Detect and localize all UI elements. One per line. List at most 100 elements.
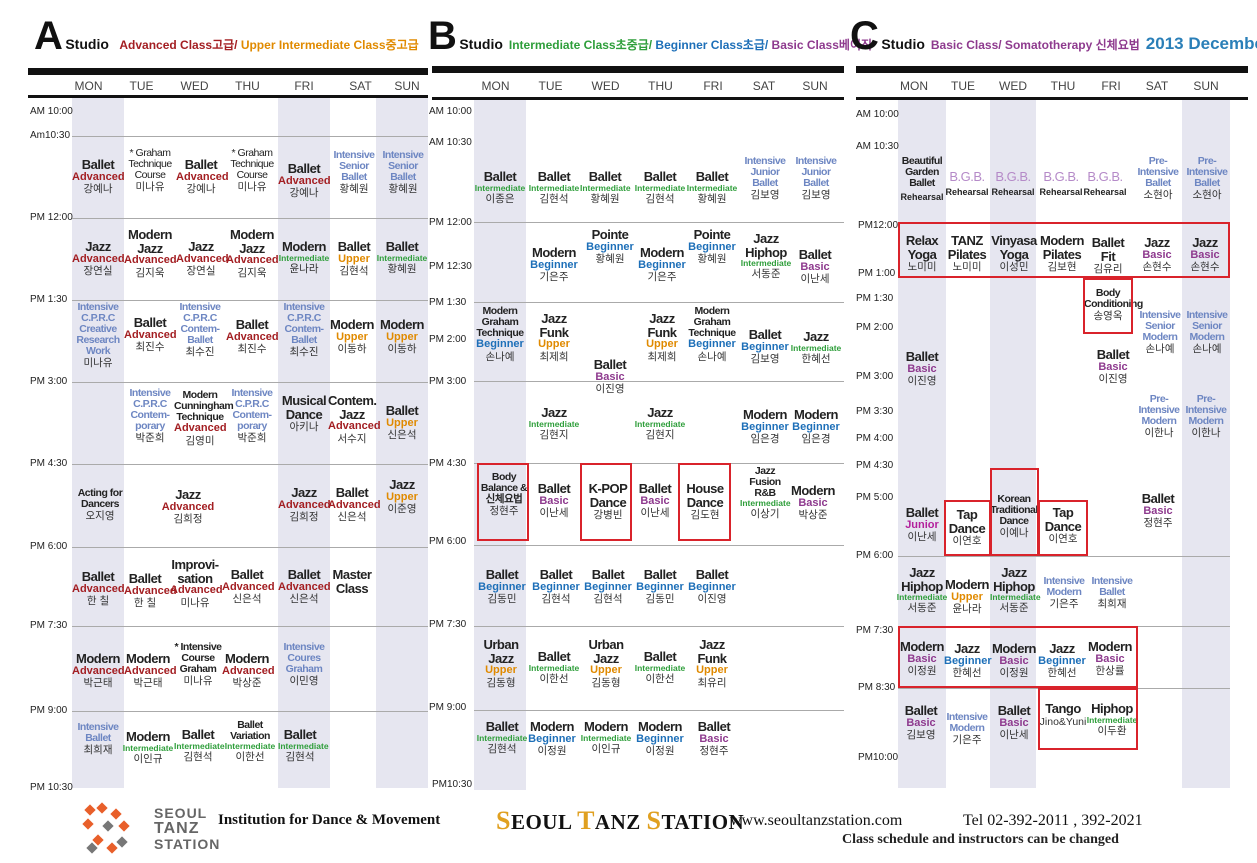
class-level: Intermediate	[790, 342, 842, 353]
grid-line	[72, 218, 428, 219]
class-name: Ballet	[335, 485, 369, 500]
studio-a-class-cell: Ballet Intermediate 황혜원	[376, 240, 428, 275]
studio-c-class-cell: B.G.B. Rehearsal	[990, 170, 1036, 197]
class-name: Ballet Variation	[230, 719, 270, 743]
studio-a-stripe-fri	[278, 98, 330, 788]
instructor-name: 최제희	[647, 350, 677, 363]
class-name: Modern	[225, 651, 269, 666]
class-name: Modern	[945, 577, 989, 592]
instructor-name: 강병빈	[593, 509, 623, 522]
class-name: Ballet	[133, 315, 167, 330]
class-level: Advanced	[170, 584, 223, 597]
highlight-box	[898, 626, 1138, 688]
brand-cap: T	[577, 806, 595, 835]
day-wed: WED	[180, 79, 209, 93]
day-thu: THU	[648, 79, 673, 93]
instructor-name: 손나예	[1145, 343, 1175, 356]
grid-line	[898, 556, 1230, 557]
studio-c-class-cell: Tap Dance 이연호	[1038, 506, 1088, 545]
studio-a-class-cell: Modern Cunningham Technique Advanced 김영미	[174, 389, 234, 447]
class-level: Basic	[595, 370, 625, 383]
instructor-name: 김도현	[690, 509, 720, 522]
studio-b-day-bar	[432, 97, 844, 100]
highlight-box	[1083, 278, 1133, 334]
class-level: Basic	[1095, 652, 1125, 665]
highlight-box	[678, 463, 731, 541]
class-name: Ballet	[643, 169, 677, 184]
class-level: Intermediate	[376, 252, 428, 263]
time-label: PM 9:00	[30, 705, 68, 716]
class-level: Advanced	[72, 582, 125, 595]
instructor-name: 신은석	[289, 593, 319, 606]
day-fri: FRI	[294, 79, 314, 93]
instructor-name: 미나유	[135, 181, 165, 194]
class-name: Modern Pilates	[1040, 233, 1084, 262]
studio-a-class-cell: Ballet Advanced 한 칠	[124, 572, 177, 609]
instructor-name: 김현석	[487, 742, 517, 755]
time-label: PM 5:00	[856, 492, 894, 503]
instructor-name: 황혜원	[387, 262, 417, 275]
class-name: Modern Jazz	[128, 227, 172, 256]
class-name: Pre-Intensive Modern	[1138, 393, 1180, 428]
time-label: PM 4:30	[429, 458, 467, 469]
highlight-box	[477, 463, 529, 541]
instructor-name: 오지영	[85, 510, 115, 523]
website-link[interactable]: www.seoultanzstation.com	[730, 812, 903, 829]
class-name: Acting for Dancers	[77, 487, 123, 511]
class-name: Ballet	[905, 505, 939, 520]
studio-c-class-cell: Ballet Basic 이진영	[898, 350, 946, 387]
studio-b-class-cell: House Dance 김도현	[680, 482, 730, 521]
studio-b-sub-1: Intermediate Class	[508, 38, 616, 52]
studio-c-class-cell: Jazz Beginner 한혜선	[1038, 642, 1086, 679]
instructor-name: 이정원	[999, 667, 1029, 680]
instructor-name: 윤나라	[952, 603, 982, 616]
day-sat: SAT	[752, 79, 776, 93]
studio-b-class-cell: Jazz Funk Upper 최유리	[686, 638, 738, 689]
class-name: Ballet	[798, 247, 832, 262]
class-level: Upper	[386, 416, 418, 429]
instructor-name: 이정원	[537, 745, 567, 758]
time-label: PM 12:00	[30, 212, 73, 223]
time-label: AM 10:30	[856, 141, 899, 152]
studio-a-class-cell: Intensive C.P.R.C Contem-Ballet 최수진	[174, 301, 226, 358]
class-name: Relax Yoga	[905, 233, 939, 262]
class-level: Advanced	[226, 254, 279, 267]
studio-b-class-cell: Jazz Fusion R&B Intermediate 이상기	[740, 465, 791, 520]
class-name: Tap Dance	[948, 507, 986, 536]
time-label: PM10:30	[432, 779, 473, 790]
highlight-box	[990, 468, 1039, 556]
studio-a-class-cell: Modern Jazz Advanced 김지욱	[124, 227, 177, 279]
brand-name: SEOUL TANZ STATION	[496, 806, 744, 836]
studio-c-sub-2: 신체요법	[1095, 38, 1140, 52]
instructor-name: 김희정	[173, 513, 203, 526]
studio-a-class-cell: Intensive C.P.R.C Contem-porary 박준희	[124, 387, 176, 444]
class-level: Beginner	[1038, 654, 1086, 667]
studio-b-class-cell: Ballet Beginner 이진영	[686, 568, 738, 605]
time-label: PM 1:00	[858, 268, 896, 279]
time-label: PM 8:30	[858, 682, 896, 693]
studio-b-class-cell: Modern Beginner 이정원	[526, 720, 578, 757]
studio-b-class-cell: Intensive Junior Ballet 김보영	[740, 155, 790, 201]
instructor-name: 미나유	[180, 596, 210, 609]
instructor-name: 김영미	[185, 434, 215, 447]
time-label: PM 6:00	[856, 550, 894, 561]
class-name: Intensive C.P.R.C Contem-Ballet	[283, 301, 325, 347]
studio-a-class-cell: Intensive C.P.R.C Contem-porary 박준희	[226, 387, 278, 444]
grid-line	[72, 382, 428, 383]
class-level: Beginner	[792, 420, 840, 433]
studio-b-class-cell: Modern Beginner 기은주	[528, 246, 580, 283]
studio-c-class-cell: Korean Traditional Dance 이예나	[988, 493, 1040, 539]
class-name: Ballet	[230, 567, 264, 582]
instructor-name: 강예나	[289, 187, 319, 200]
time-label: PM 4:30	[30, 458, 68, 469]
class-level: Intermediate	[1086, 714, 1138, 725]
class-name: Modern	[743, 407, 787, 422]
studio-b-sub-5: Basic Class	[771, 38, 839, 52]
instructor-name: 강예나	[83, 183, 113, 196]
class-level: Advanced	[328, 498, 381, 511]
class-name: Ballet	[1141, 491, 1175, 506]
studio-a-panel: A Studio Advanced Class고급/ Upper Interme…	[28, 0, 428, 790]
studio-b-class-cell: Modern Graham Technique Beginner 손나예	[474, 305, 526, 363]
instructor-name: 서동준	[907, 602, 937, 615]
class-level: Upper	[338, 252, 370, 265]
